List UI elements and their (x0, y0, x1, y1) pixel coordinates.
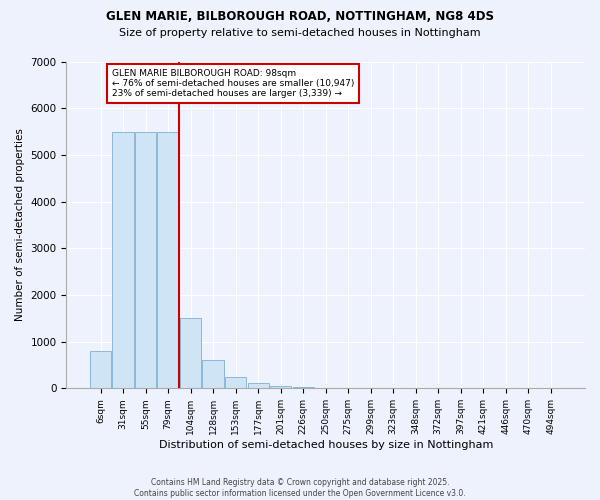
Bar (270, 386, 292, 388)
Bar (135, 132, 157, 388)
Y-axis label: Number of semi-detached properties: Number of semi-detached properties (15, 128, 25, 322)
Text: GLEN MARIE, BILBOROUGH ROAD, NOTTINGHAM, NG8 4DS: GLEN MARIE, BILBOROUGH ROAD, NOTTINGHAM,… (106, 10, 494, 23)
Text: Contains HM Land Registry data © Crown copyright and database right 2025.
Contai: Contains HM Land Registry data © Crown c… (134, 478, 466, 498)
Bar (157, 132, 179, 388)
X-axis label: Distribution of semi-detached houses by size in Nottingham: Distribution of semi-detached houses by … (158, 440, 493, 450)
Bar (112, 132, 134, 388)
Bar (225, 376, 247, 388)
Bar (202, 360, 224, 388)
Bar (180, 318, 202, 388)
Bar (90, 351, 112, 389)
Text: Size of property relative to semi-detached houses in Nottingham: Size of property relative to semi-detach… (119, 28, 481, 38)
Bar (248, 382, 269, 388)
Text: GLEN MARIE BILBOROUGH ROAD: 98sqm
← 76% of semi-detached houses are smaller (10,: GLEN MARIE BILBOROUGH ROAD: 98sqm ← 76% … (112, 68, 354, 98)
